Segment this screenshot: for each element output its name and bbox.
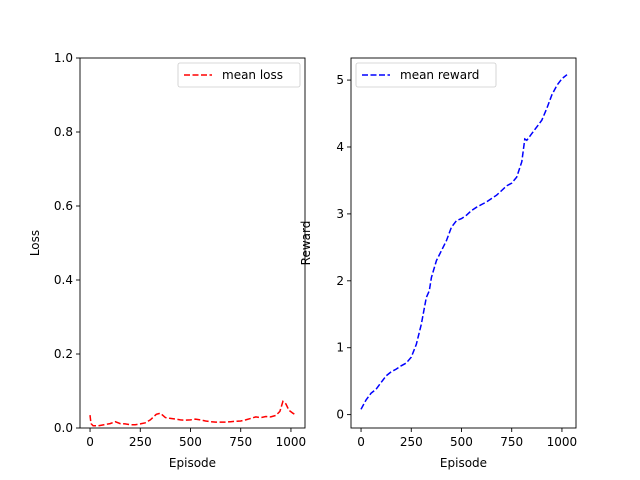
reward-x-tick-label: 750 [500,435,523,449]
loss-panel: 0 250 500 750 1000 0.0 0.2 0.4 0.6 0.8 1.0 Episode… [28,51,306,470]
loss-y-tick-label: 0.4 [54,273,73,287]
reward-y-tick-label: 0 [336,408,344,422]
reward-x-tick-label: 500 [450,435,473,449]
loss-y-tick-label: 0.6 [54,199,73,213]
reward-y-tick-label: 3 [336,207,344,221]
reward-ticks: 0 250 500 750 1000 0 1 2 3 4 5 [336,73,577,449]
loss-legend: mean loss [177,62,301,88]
reward-x-tick-label: 0 [357,435,365,449]
reward-legend: mean reward [355,62,497,88]
loss-y-tick-label: 1.0 [54,51,73,65]
loss-x-tick-label: 250 [129,435,152,449]
reward-legend-label: mean reward [400,68,479,82]
loss-axes-frame [79,57,306,429]
loss-x-tick-label: 0 [86,435,94,449]
loss-x-tick-label: 750 [229,435,252,449]
reward-axes-frame [350,57,577,429]
reward-y-tick-label: 2 [336,274,344,288]
mean-reward-line [360,74,568,410]
loss-ticks: 0 250 500 750 1000 0.0 0.2 0.4 0.6 0.8 1.0 [54,51,306,449]
loss-y-tick-label: 0.2 [54,347,73,361]
reward-y-tick-label: 5 [336,73,344,87]
reward-y-tick-label: 1 [336,341,344,355]
loss-legend-box [177,62,301,88]
reward-y-tick-label: 4 [336,140,344,154]
loss-y-tick-label: 0.8 [54,125,73,139]
reward-y-axis-label: Reward [299,221,313,266]
reward-x-axis-label: Episode [440,456,487,470]
loss-y-axis-label: Loss [28,230,42,256]
loss-x-axis-label: Episode [169,456,216,470]
reward-x-tick-label: 1000 [547,435,578,449]
reward-x-tick-label: 250 [400,435,423,449]
loss-x-tick-label: 1000 [276,435,307,449]
loss-legend-label: mean loss [222,68,283,82]
reward-panel: 0 250 500 750 1000 0 1 2 3 4 5 Episode Reward mean… [299,57,577,470]
loss-y-tick-label: 0.0 [54,421,73,435]
mean-loss-line [89,400,297,427]
reward-legend-box [355,62,497,88]
loss-x-tick-label: 500 [179,435,202,449]
